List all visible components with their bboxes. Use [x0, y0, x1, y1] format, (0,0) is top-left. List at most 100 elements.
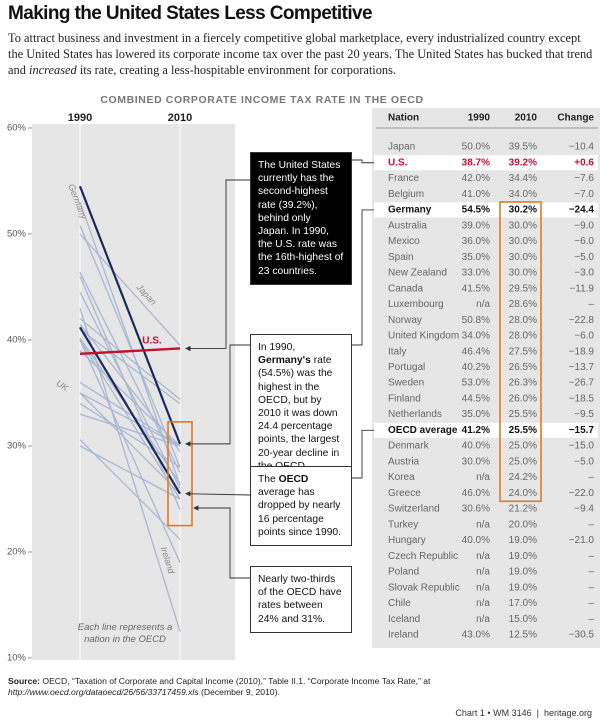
chart-note: Each line represents a nation in the OEC…: [77, 622, 173, 645]
value-1990: 34.0%: [462, 331, 490, 342]
change: −22.0: [569, 488, 595, 499]
nation: Netherlands: [388, 409, 442, 420]
value-1990: n/a: [476, 551, 490, 562]
text-run: In 1990,: [258, 342, 296, 353]
change: −9.4: [574, 504, 594, 515]
text-run: http://www.oecd.org/dataoecd/26/56/33717…: [8, 687, 199, 697]
change: −18.9: [569, 346, 595, 357]
series-line: [79, 439, 181, 540]
series-line: [79, 326, 181, 495]
value-1990: 50.8%: [462, 315, 490, 326]
change: –: [588, 567, 594, 578]
series-line: [79, 323, 181, 452]
nation: Slovak Republic: [388, 582, 460, 593]
text-run: rate (54.5%) was the highest in the OECD…: [258, 355, 340, 472]
nation: Czech Republic: [388, 551, 458, 562]
table-header: 2010: [515, 113, 538, 124]
value-2010: 25.5%: [509, 409, 537, 420]
nation: Australia: [388, 220, 427, 231]
value-1990: n/a: [476, 299, 490, 310]
annotation: Nearly two-thirds of the OECD have rates…: [250, 566, 352, 633]
change: –: [588, 472, 594, 483]
value-1990: n/a: [476, 598, 490, 609]
x-tick-label: 2010: [168, 112, 192, 124]
nation: Japan: [388, 142, 415, 153]
x-tick-label: 1990: [68, 112, 92, 124]
value-1990: 40.0%: [462, 441, 490, 452]
series-line: [79, 233, 181, 346]
change: –: [588, 519, 594, 530]
value-2010: 26.0%: [509, 393, 537, 404]
nation: U.S.: [388, 157, 408, 168]
series-line: [79, 201, 181, 486]
value-2010: 15.0%: [509, 614, 537, 625]
value-2010: 19.0%: [509, 551, 537, 562]
change: −7.6: [574, 173, 594, 184]
value-2010: 30.0%: [509, 236, 537, 247]
connector: [185, 179, 250, 352]
series-line: [79, 328, 181, 405]
value-2010: 21.2%: [509, 504, 537, 515]
value-2010: 20.0%: [509, 519, 537, 530]
range-box: [499, 201, 542, 503]
y-tick-label: 40%: [7, 335, 27, 346]
value-1990: 53.0%: [462, 378, 490, 389]
change: −15.7: [569, 425, 595, 436]
table-header: Change: [557, 113, 594, 124]
nation: New Zealand: [388, 268, 447, 279]
change: −22.8: [569, 315, 595, 326]
value-2010: 25.0%: [509, 441, 537, 452]
value-2010: 39.5%: [509, 142, 537, 153]
change: –: [588, 598, 594, 609]
text-run: increased: [29, 63, 77, 77]
value-2010: 24.2%: [509, 472, 537, 483]
nation: United Kingdom: [388, 331, 459, 342]
row-highlight: [374, 422, 598, 438]
footer: Chart 1 • WM 3146 | heritage.org: [455, 708, 592, 718]
value-2010: 19.0%: [509, 567, 537, 578]
change: −5.0: [574, 252, 594, 263]
value-1990: n/a: [476, 582, 490, 593]
change: −21.0: [569, 535, 595, 546]
table-header: 1990: [468, 113, 491, 124]
chart-label: Chart 1 • WM 3146: [455, 708, 532, 718]
change: −6.0: [574, 331, 594, 342]
connector: [193, 505, 250, 579]
nation: Poland: [388, 567, 419, 578]
value-1990: 41.5%: [462, 283, 490, 294]
series-line: [79, 318, 181, 400]
intro: To attract business and investment in a …: [8, 30, 593, 78]
value-2010: 26.5%: [509, 362, 537, 373]
connector: [351, 159, 374, 164]
annotation: In 1990, Germany's rate (54.5%) was the …: [250, 334, 352, 481]
change: −7.0: [574, 189, 594, 200]
change: −24.4: [569, 205, 595, 216]
value-1990: n/a: [476, 472, 490, 483]
source: Source: OECD, “Taxation of Corporate and…: [8, 676, 593, 698]
nation: Italy: [388, 346, 406, 357]
change: −5.0: [574, 456, 594, 467]
value-1990: 41.0%: [462, 189, 490, 200]
text-run: OECD, “Taxation of Corporate and Capital…: [40, 676, 431, 686]
value-1990: 33.0%: [462, 268, 490, 279]
line-label: U.S.: [142, 336, 162, 347]
change: –: [588, 614, 594, 625]
change: −26.7: [569, 378, 595, 389]
series-line: [79, 392, 181, 495]
y-tick-label: 60%: [7, 123, 27, 134]
nation: Portugal: [388, 362, 425, 373]
text-run: (December 9, 2010).: [198, 687, 280, 697]
series-line: [79, 347, 181, 355]
nation: Germany: [388, 205, 432, 216]
value-2010: 24.0%: [509, 488, 537, 499]
change: −11.9: [569, 283, 594, 294]
site: heritage.org: [543, 708, 592, 718]
series-line: [79, 339, 181, 563]
text-run: its rate, creating a less-hospitable env…: [76, 63, 397, 77]
value-2010: 34.0%: [509, 189, 537, 200]
text-run: OECD: [278, 474, 309, 485]
value-1990: 35.0%: [462, 252, 490, 263]
range-box: [167, 421, 193, 527]
value-1990: 46.0%: [462, 488, 490, 499]
